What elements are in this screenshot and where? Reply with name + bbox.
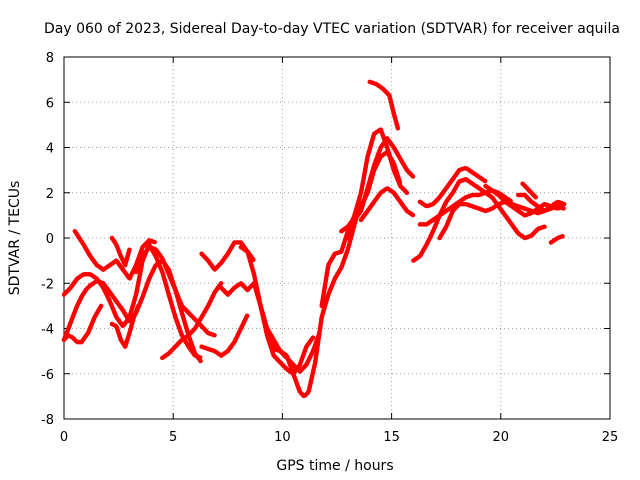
y-tick-label: 2: [46, 187, 54, 202]
series-track-26: [548, 233, 567, 245]
series-track-24: [516, 192, 567, 214]
y-tick-label: 0: [46, 232, 54, 247]
x-tick-label: 25: [602, 430, 619, 445]
series-track-11: [218, 281, 322, 374]
y-tick-label: 4: [46, 142, 54, 157]
x-axis-label: GPS time / hours: [276, 458, 393, 474]
series-track-1: [61, 242, 204, 361]
data-series: [61, 79, 567, 399]
series-track-5: [109, 235, 132, 268]
y-tick-label: -4: [41, 323, 54, 338]
series-track-19: [411, 176, 547, 263]
series-track-12: [238, 244, 316, 377]
series-track-16: [345, 136, 416, 241]
y-tick-label: 6: [46, 96, 54, 111]
grid-lines: [64, 57, 610, 419]
series-track-7: [133, 244, 217, 338]
series-track-3: [72, 228, 158, 281]
y-tick-label: 8: [46, 51, 54, 66]
series-track-13: [264, 199, 364, 399]
series-track-20: [417, 165, 488, 209]
axis-ticks: 0 5 10 15 20 25 -8 -6 -4 -2 0 2 4 6 8: [41, 51, 618, 445]
series-track-9: [199, 312, 250, 358]
series-track-6: [109, 303, 141, 349]
series-track-4: [61, 303, 104, 345]
x-tick-label: 0: [60, 430, 68, 445]
series-track-10: [199, 240, 257, 272]
y-tick-label: -2: [41, 277, 54, 292]
series-track-25: [520, 181, 538, 200]
y-axis-label: SDTVAR / TECUs: [7, 181, 23, 296]
x-tick-label: 5: [169, 430, 177, 445]
x-tick-label: 15: [383, 430, 400, 445]
x-tick-label: 10: [274, 430, 291, 445]
series-track-17: [358, 185, 416, 223]
y-tick-label: -8: [41, 413, 54, 428]
series-track-18: [367, 79, 401, 132]
series-track-8: [160, 281, 224, 361]
y-tick-label: -6: [41, 368, 54, 383]
chart-title: Day 060 of 2023, Sidereal Day-to-day VTE…: [44, 21, 620, 37]
x-tick-label: 20: [493, 430, 510, 445]
